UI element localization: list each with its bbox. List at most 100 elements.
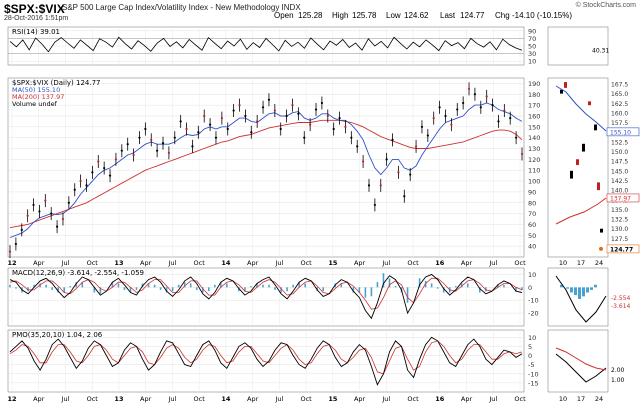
zoom-macd-bar <box>574 287 577 296</box>
x-tick-label: Jul <box>488 259 497 267</box>
price-point <box>379 184 382 187</box>
price-point <box>238 104 241 107</box>
zoom-x-label: 10 <box>559 259 567 267</box>
chart-date: 28-Oct-2016 1:51pm <box>4 15 69 22</box>
last-value: 124.77 <box>460 11 485 20</box>
price-point <box>473 93 477 96</box>
brand-watermark: © StockCharts.com <box>575 2 636 9</box>
rsi-tick-label: 90 <box>528 27 536 35</box>
low-label: Low <box>386 11 401 20</box>
price-legend-item: Volume undef <box>12 100 58 108</box>
price-point <box>197 131 200 134</box>
price-point <box>261 106 265 109</box>
macd-tick-label: -10 <box>528 297 539 305</box>
price-point <box>420 125 424 128</box>
zoom-tick-label: 157.5 <box>611 120 628 127</box>
x-tick-label-bottom: 13 <box>114 395 123 403</box>
price-point <box>132 153 135 157</box>
zoom-macd-bar <box>560 284 563 288</box>
price-point <box>191 145 194 148</box>
price-point <box>50 212 53 215</box>
price-point <box>414 145 418 148</box>
rsi-tick-label: 50 <box>528 43 536 51</box>
price-point <box>497 120 500 123</box>
price-point <box>126 143 129 146</box>
price-point <box>467 87 471 90</box>
pmo-side-value: 1.00 <box>611 377 625 384</box>
pmo-legend: PMO(35,20,10) 1.04, 2.06 <box>12 331 103 339</box>
price-point <box>103 166 106 170</box>
price-tick-label: 80 <box>528 199 536 207</box>
price-point <box>114 158 118 161</box>
price-point <box>426 134 429 137</box>
zoom-candle <box>570 170 573 179</box>
zoom-tick-label: 167.5 <box>611 82 628 89</box>
price-point <box>356 145 359 148</box>
price-zoom-frame <box>547 77 609 258</box>
price-tick-label: 150 <box>528 123 540 131</box>
zoom-tick-label: 165.0 <box>611 91 628 98</box>
price-point <box>150 138 153 141</box>
price-point <box>350 136 353 139</box>
price-point <box>91 171 94 174</box>
pmo-tick-label: 5 <box>528 343 532 351</box>
pmo-frame <box>7 329 525 393</box>
zoom-tick-label: 135.0 <box>611 207 628 214</box>
price-point <box>38 210 41 213</box>
price-point <box>108 174 112 177</box>
x-tick-label: 15 <box>328 259 338 267</box>
price-point <box>232 109 235 112</box>
price-point <box>479 106 482 109</box>
zoom-ma50 <box>555 85 607 132</box>
price-point <box>67 201 70 204</box>
high-value: 125.78 <box>352 11 377 20</box>
x-tick-label-bottom: Jul <box>274 395 283 403</box>
macd-tick-label: -20 <box>528 310 539 318</box>
zoom-macd-bar <box>590 287 593 290</box>
price-point <box>520 152 524 156</box>
price-point <box>485 95 488 98</box>
price-point <box>362 160 365 163</box>
price-point <box>273 109 276 112</box>
chg-label: Chg <box>495 11 510 20</box>
price-tick-label: 110 <box>528 167 540 175</box>
price-point <box>61 217 65 221</box>
zoom-x-label-bottom: 10 <box>559 395 567 403</box>
zoom-macd-bar <box>582 287 585 297</box>
price-point <box>326 114 329 118</box>
price-point <box>503 109 506 112</box>
price-point <box>214 136 218 139</box>
price-point <box>267 98 271 101</box>
price-point <box>226 127 229 131</box>
price-point <box>450 123 453 126</box>
price-point <box>309 123 312 126</box>
zoom-x-label: 24 <box>595 259 603 267</box>
macd-side-value: -2.554 <box>611 295 631 302</box>
x-tick-label: Apr <box>461 259 473 267</box>
last-value-text: 124.77 <box>610 246 633 253</box>
zoom-tick-label: 142.5 <box>611 178 628 185</box>
x-tick-label-bottom: Jul <box>381 395 390 403</box>
x-tick-label: 16 <box>435 259 445 267</box>
low-value: 124.62 <box>404 11 429 20</box>
price-point <box>20 228 23 231</box>
x-tick-label: Apr <box>354 259 366 267</box>
price-tick-label: 140 <box>528 134 540 142</box>
price-point <box>120 149 123 152</box>
price-tick-label: 70 <box>528 210 536 218</box>
price-point <box>491 104 494 107</box>
price-point <box>432 117 435 120</box>
price-tick-label: 170 <box>528 102 540 110</box>
price-point <box>462 101 465 105</box>
x-tick-label: Jul <box>61 259 70 267</box>
x-tick-label: 14 <box>221 259 231 267</box>
price-tick-label: 90 <box>528 188 536 196</box>
price-point <box>314 108 318 111</box>
x-tick-label: Oct <box>87 259 99 267</box>
x-tick-label: Oct <box>300 259 312 267</box>
x-tick-label-bottom: Oct <box>87 395 99 403</box>
x-tick-label-bottom: Jul <box>488 395 497 403</box>
price-tick-label: 60 <box>528 221 536 229</box>
open-value: 125.28 <box>298 11 323 20</box>
price-point <box>515 136 518 139</box>
